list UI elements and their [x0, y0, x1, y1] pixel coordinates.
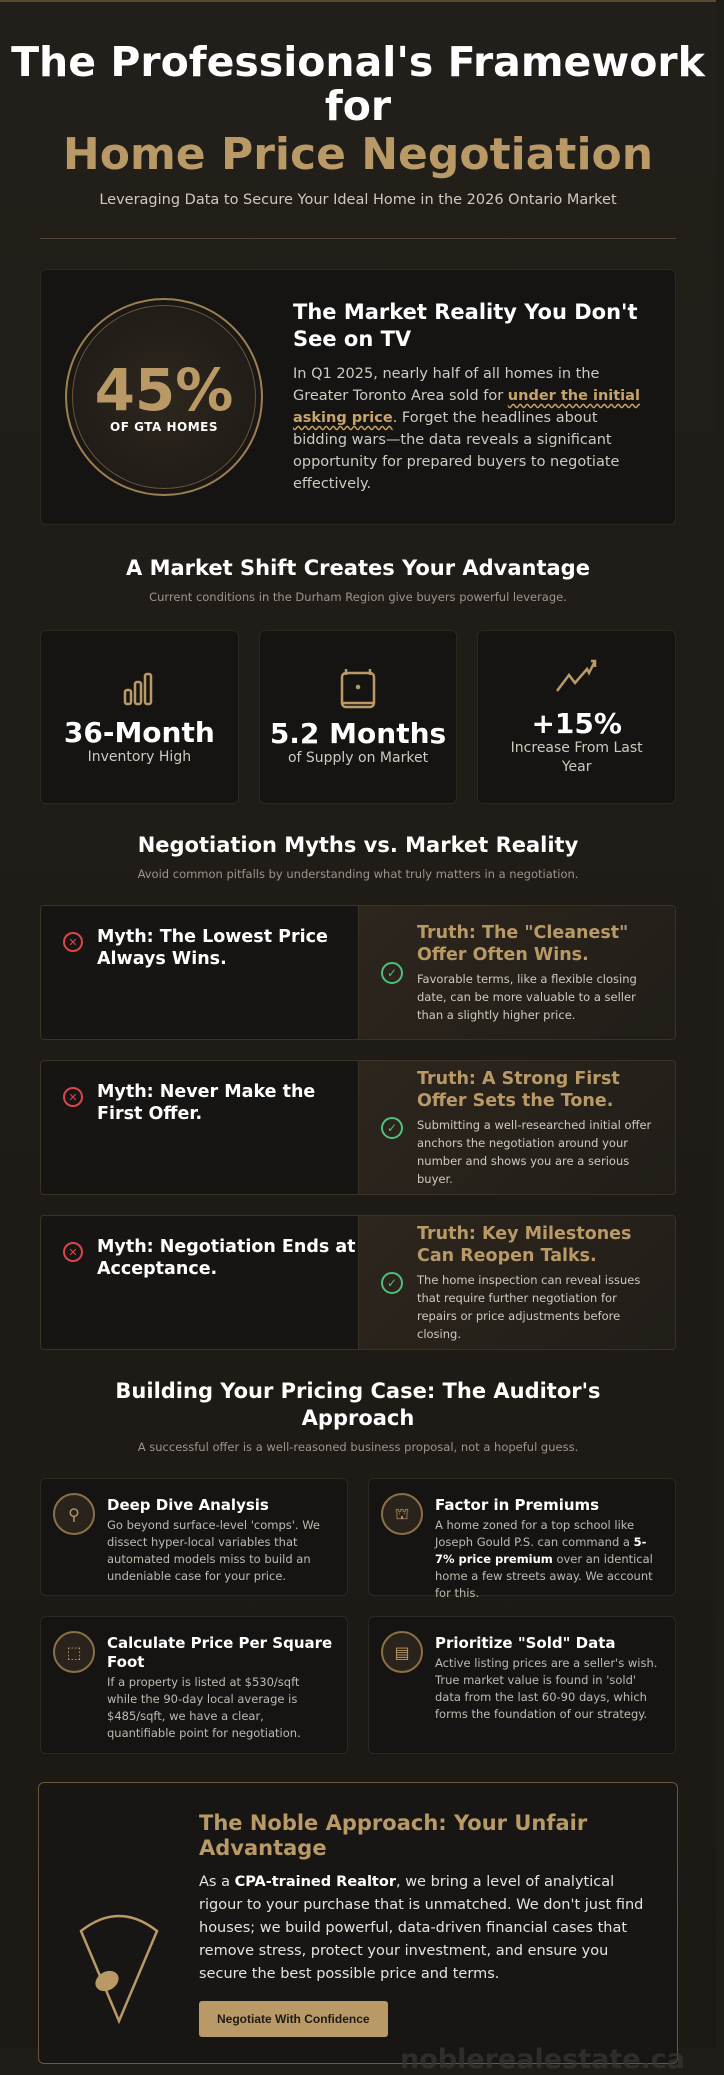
check-circle-icon: ✓ [381, 961, 403, 984]
watermark: noblerealestate.ca [400, 2044, 685, 2075]
pricing-card: ⚲ Deep Dive Analysis Go beyond surface-lev… [40, 1478, 348, 1596]
noble-text: As a CPA-trained Realtor, we bring a lev… [199, 1874, 644, 1982]
noble-card: The Noble Approach: Your Unfair Advantag… [38, 1782, 685, 2075]
hero-stat: 45% [94, 356, 234, 424]
stat-circle: 45% OF GTA HOMES [65, 298, 263, 496]
check-circle-icon: ✓ [381, 1271, 403, 1294]
shift-subtitle: Current conditions in the Durham Region … [149, 590, 567, 604]
title-highlight: Home Price Negotiation [62, 129, 654, 180]
pricing-card: ▤ Prioritize "Sold" Data Active listing pr… [368, 1616, 676, 1754]
hero-card: 45% OF GTA HOMES The Market Reality You … [40, 269, 676, 525]
check-circle-icon: ✓ [381, 1116, 403, 1139]
stat-card: 5.2 Months of Supply on Market [258, 630, 458, 804]
logo-icon [79, 1914, 159, 2025]
myth-card: ✕ Myth: The Lowest Price Always Wins. ✓ Tr… [40, 905, 676, 1040]
area-icon: ⬚ [53, 1631, 95, 1673]
calendar-icon [340, 668, 376, 708]
page-subtitle: Leveraging Data to Secure Your Ideal Hom… [99, 192, 617, 208]
noble-title: The Noble Approach: Your Unfair Advantag… [199, 1811, 588, 1860]
divider [40, 238, 676, 239]
hero-stat-label: OF GTA HOMES [110, 420, 218, 434]
pricing-title: Building Your Pricing Case: The Auditor'… [115, 1379, 601, 1430]
myth-card: ✕ Myth: Never Make the First Offer. ✓ Trut… [40, 1060, 676, 1195]
trend-up-icon [555, 659, 596, 692]
stat-card: 36-Month Inventory High [40, 630, 239, 804]
pricing-card: ⬚ Calculate Price Per Square Foot If a pro… [40, 1616, 348, 1754]
x-circle-icon: ✕ [63, 1087, 83, 1107]
bar-chart-icon [124, 672, 153, 705]
search-icon: ⚲ [53, 1493, 95, 1535]
x-circle-icon: ✕ [63, 932, 83, 952]
document-icon: ▤ [381, 1631, 423, 1673]
page-title: The Professional's Framework for Home Pric… [0, 40, 716, 182]
pricing-subtitle: A successful offer is a well-reasoned bu… [137, 1440, 579, 1454]
school-icon: ⛫ [381, 1493, 423, 1535]
pricing-card: ⛫ Factor in Premiums A home zoned for a to… [368, 1478, 676, 1600]
highlight-text: under the initial asking price [293, 388, 640, 426]
x-circle-icon: ✕ [63, 1242, 83, 1262]
shift-title: A Market Shift Creates Your Advantage [126, 556, 590, 580]
negotiate-button[interactable]: Negotiate With Confidence [199, 2001, 388, 2037]
myths-title: Negotiation Myths vs. Market Reality [137, 833, 579, 857]
hero-text: In Q1 2025, nearly half of all homes in … [293, 366, 640, 492]
myth-card: ✕ Myth: Negotiation Ends at Acceptance. ✓… [40, 1215, 676, 1350]
myths-subtitle: Avoid common pitfalls by understanding w… [137, 867, 579, 881]
stat-card: +15% Increase From Last Year [477, 630, 677, 804]
hero-title: The Market Reality You Don't See on TV [293, 300, 638, 351]
